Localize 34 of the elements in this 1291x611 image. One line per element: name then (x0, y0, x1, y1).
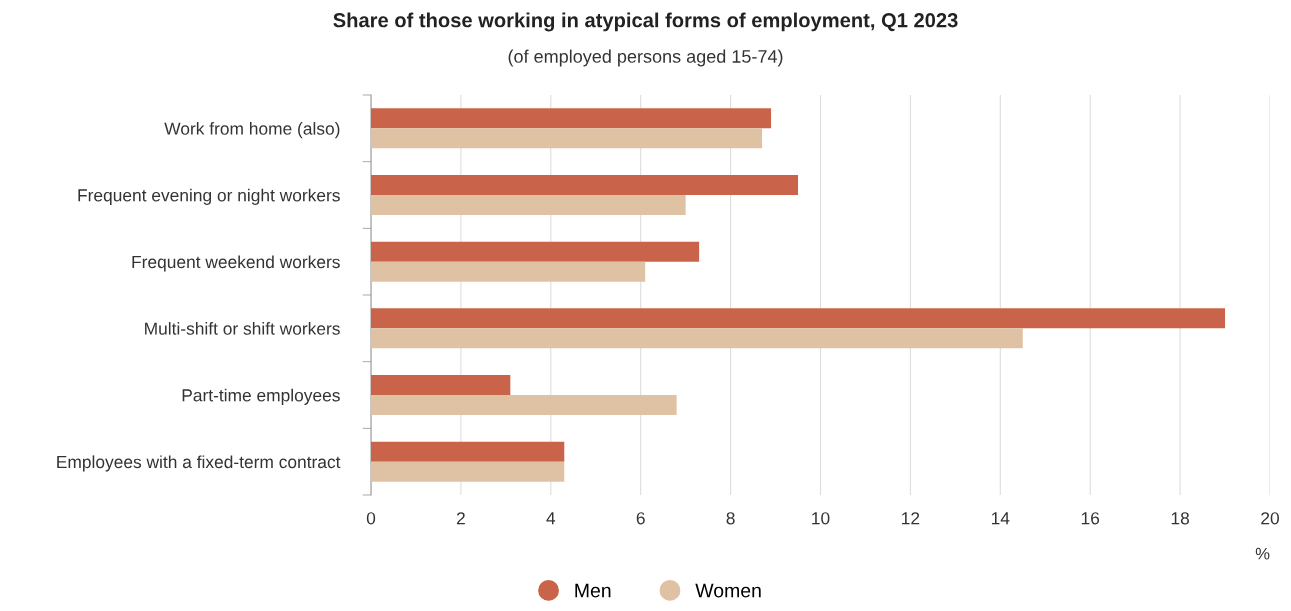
bar (371, 461, 565, 482)
x-tick-label: 16 (1081, 512, 1100, 525)
x-axis-title: % (1255, 547, 1270, 560)
bar (371, 441, 565, 462)
x-tick-label: 6 (636, 512, 645, 525)
bar (371, 308, 1226, 329)
legend-label: Women (695, 583, 761, 598)
chart-subtitle: (of employed persons aged 15-74) (508, 49, 783, 67)
y-tick-label: Frequent weekend workers (132, 255, 340, 272)
bar (371, 128, 763, 149)
x-tick-label: 12 (902, 512, 920, 525)
bar (371, 375, 511, 395)
y-tick-label: Work from home (also) (164, 122, 340, 139)
x-tick-label: 4 (546, 512, 556, 525)
x-tick-label: 18 (1171, 512, 1189, 525)
chart-title: Share of those working in atypical forms of employment, Q1 2023 (333, 12, 958, 32)
bar (371, 241, 700, 262)
bar (371, 261, 646, 282)
y-tick-label: Frequent evening or night workers (78, 188, 340, 205)
y-tick-label: Employees with a fixed-term contract (57, 455, 341, 472)
bar (371, 195, 686, 215)
legend-label: Men (575, 583, 611, 598)
bar (371, 395, 677, 415)
x-tick-label: 14 (991, 512, 1010, 525)
y-tick-label: Multi-shift or shift workers (145, 322, 340, 335)
x-tick-label: 2 (456, 512, 465, 525)
x-tick-label: 8 (726, 512, 735, 525)
x-tick-label: 10 (812, 512, 830, 525)
bar (371, 175, 799, 195)
x-tick-label: 0 (366, 512, 376, 525)
y-tick-label: Part-time employees (182, 388, 340, 405)
bar (371, 328, 1023, 349)
x-tick-label: 20 (1261, 512, 1279, 525)
bar (371, 108, 772, 129)
